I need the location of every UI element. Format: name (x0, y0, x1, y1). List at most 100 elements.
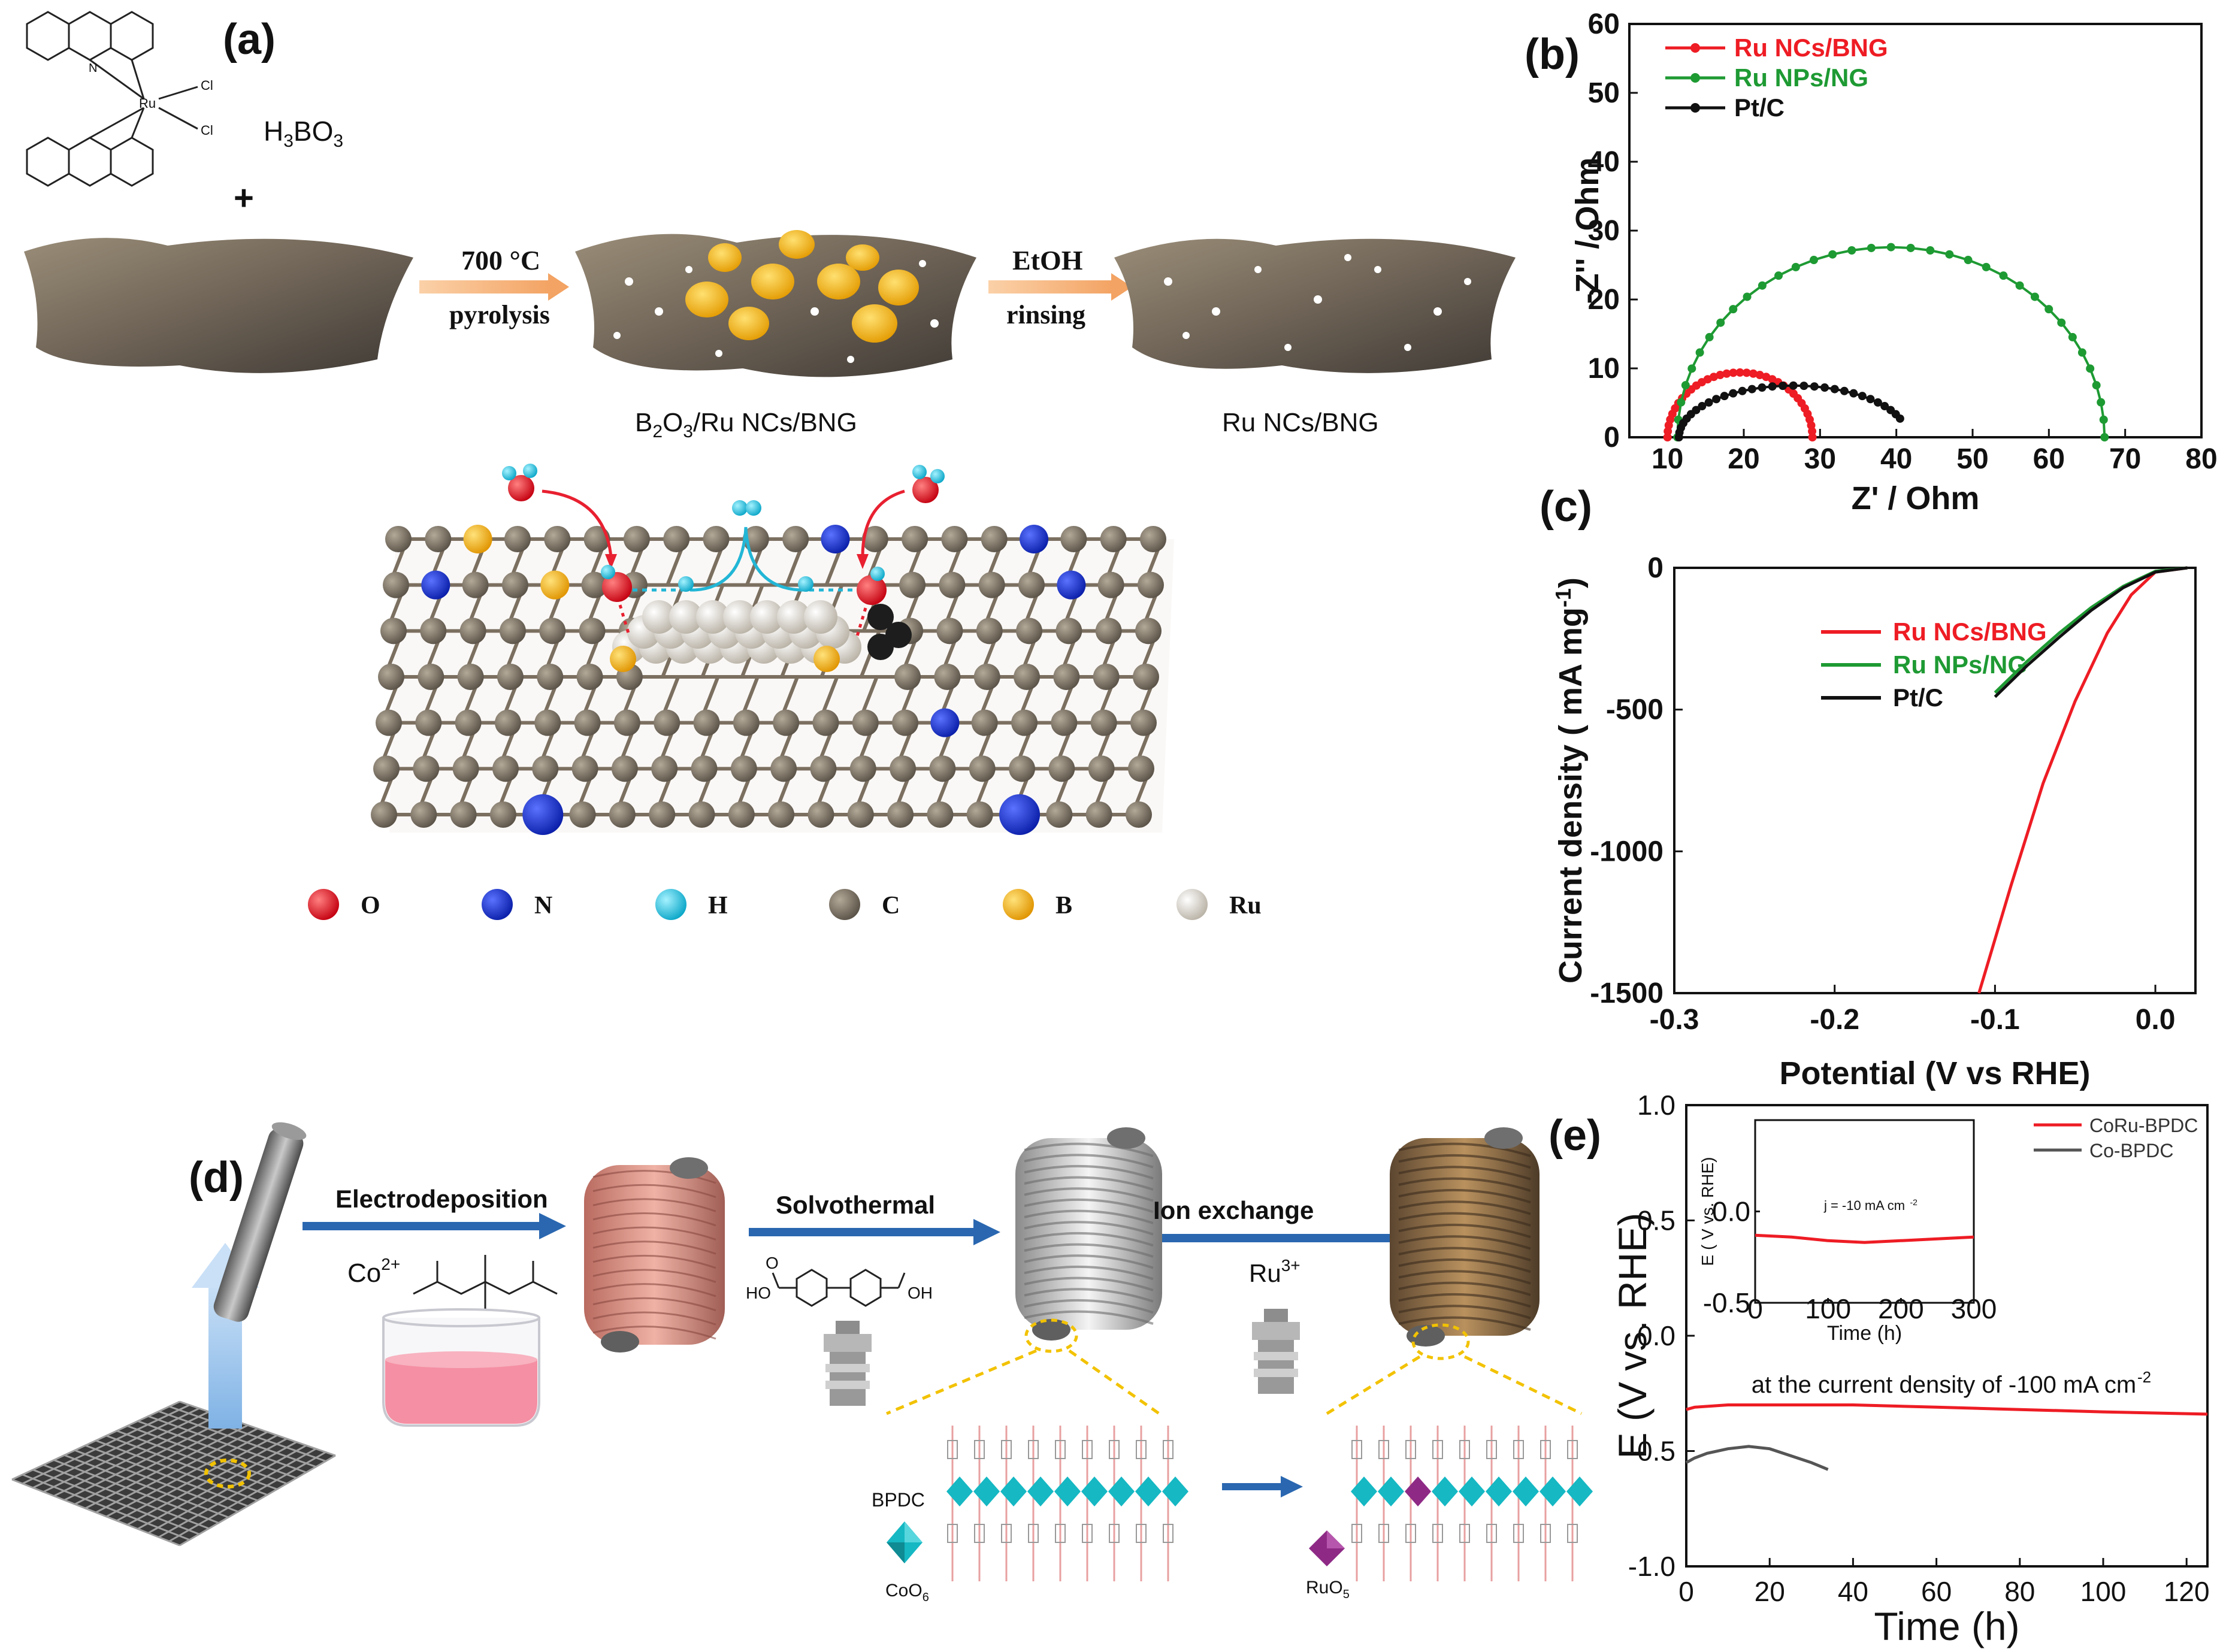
bpdc-ring (1567, 1524, 1578, 1543)
carbon-atom (782, 526, 809, 552)
ru-atom-label: Ru (139, 96, 156, 111)
legend-label: Ru NPs/NG (1734, 63, 1868, 92)
carbon-atom (899, 571, 926, 598)
bpdc-ring (1432, 1524, 1443, 1543)
x-tick-label: 0.0 (2136, 1004, 2176, 1036)
x-axis-label: Z' / Ohm (1852, 480, 1980, 516)
polarization-chart: -0.3 -0.2 -0.1 0.0 0 -500 -1000 -1500 Potential … (1551, 552, 2197, 1091)
carbon-atom (1048, 755, 1075, 782)
series-line-0 (1666, 371, 1814, 438)
coating-texture (592, 1269, 716, 1283)
coo6-label: CoO6 (885, 1581, 929, 1604)
data-point (1735, 368, 1744, 377)
mesh-strand (168, 1451, 326, 1542)
data-point (1743, 292, 1752, 301)
coating-texture (1398, 1177, 1531, 1192)
coated-rod-2 (1015, 1127, 1162, 1353)
coating-texture (1024, 1288, 1154, 1303)
y-axis-label: Current density ( mA mg-1) (1551, 577, 1589, 984)
mesh-strand (158, 1410, 316, 1468)
bpdc-ring (1405, 1440, 1416, 1459)
data-point (1840, 386, 1849, 395)
coating-texture (1398, 1142, 1531, 1157)
bpdc-ring (947, 1524, 958, 1543)
inset-series-line (1755, 1233, 1974, 1244)
carbon-atom (532, 755, 559, 782)
coo6-node (1027, 1476, 1054, 1506)
x-tick-label: 0 (1747, 1293, 1763, 1324)
panel-a-label: (a) (223, 16, 276, 63)
data-point (1779, 382, 1788, 391)
data-point (1749, 369, 1758, 378)
electrodeposition-label: Electrodeposition (335, 1185, 548, 1213)
coo6-node (1513, 1476, 1539, 1506)
coo6-node (1351, 1476, 1377, 1506)
ru-atom (696, 600, 730, 634)
mesh-strand (126, 1425, 288, 1485)
co2-label: Co2+ (347, 1255, 400, 1288)
x-tick-label: 200 (1878, 1293, 1924, 1324)
carbon-atom (489, 801, 516, 828)
nyquist-chart: 10 20 30 40 50 60 70 80 0 10 20 30 40 50 60 Z' / Ohm -Z'… (1569, 8, 2218, 516)
coo6-node (1459, 1476, 1485, 1506)
bpdc-ring (974, 1440, 985, 1459)
carbon-atom (497, 664, 524, 690)
mesh-strand (116, 1430, 278, 1490)
ru-atom (750, 600, 784, 634)
data-point (1810, 382, 1819, 391)
co-bpdc-framework (946, 1426, 1188, 1581)
carbon-atom (494, 709, 521, 736)
y-tick-label: 0.5 (1637, 1205, 1675, 1236)
coated-rod-1 (584, 1157, 725, 1353)
carbon-atom (649, 801, 676, 828)
data-point (1809, 256, 1818, 265)
series-line-2 (1994, 566, 2188, 698)
data-point (1695, 348, 1704, 357)
coating-texture (1398, 1293, 1531, 1308)
b2o3-nanoparticles (685, 230, 919, 343)
bpdc-ring (1136, 1440, 1147, 1459)
carbon-atom (847, 801, 874, 828)
carbon-atom (688, 801, 715, 828)
data-point (2092, 381, 2101, 390)
data-point (1858, 392, 1867, 401)
carbon-atom (693, 709, 720, 736)
carbon-atom (768, 801, 795, 828)
carbon-atom (1140, 526, 1166, 552)
coating-texture (1398, 1223, 1531, 1239)
carbon-atom (773, 709, 800, 736)
y-tick-label: 0 (1647, 552, 1664, 584)
coating-texture (1398, 1246, 1531, 1261)
ion-exchange-label: Ion exchange (1153, 1196, 1314, 1224)
coating-texture (1398, 1235, 1531, 1250)
bare-rod (213, 1122, 307, 1322)
x-tick-label: 300 (1951, 1293, 1997, 1324)
y-tick-label: 20 (1588, 284, 1620, 316)
legend-label: Ru NCs/BNG (1734, 34, 1888, 62)
carbon-atom (894, 664, 921, 690)
carbon-atom (569, 801, 596, 828)
ru-complex-structure (26, 11, 198, 187)
ru-atom (777, 600, 810, 634)
data-point (2030, 292, 2039, 301)
x-tick-label: 60 (2033, 443, 2065, 475)
bpdc-ring (1028, 1524, 1039, 1543)
data-point (1791, 262, 1800, 271)
legend-marker (1690, 43, 1700, 53)
coating-texture (592, 1254, 716, 1269)
carbon-atom (973, 664, 1000, 690)
coating-texture (592, 1311, 716, 1326)
carbon-atom (1051, 709, 1078, 736)
mesh-strand (147, 1415, 307, 1474)
carbon-atom (492, 755, 519, 782)
carbon-atom (1130, 709, 1157, 736)
x-tick-label: 60 (1921, 1576, 1952, 1607)
carbon-atom (571, 755, 598, 782)
data-point (2068, 332, 2077, 341)
beaker (382, 1308, 540, 1427)
carbon-atom (425, 526, 452, 552)
inset-background (1695, 1114, 1992, 1375)
bpdc-ring (1055, 1524, 1066, 1543)
ru-cluster (610, 600, 912, 672)
y-tick-label: -0.5 (1628, 1436, 1675, 1467)
